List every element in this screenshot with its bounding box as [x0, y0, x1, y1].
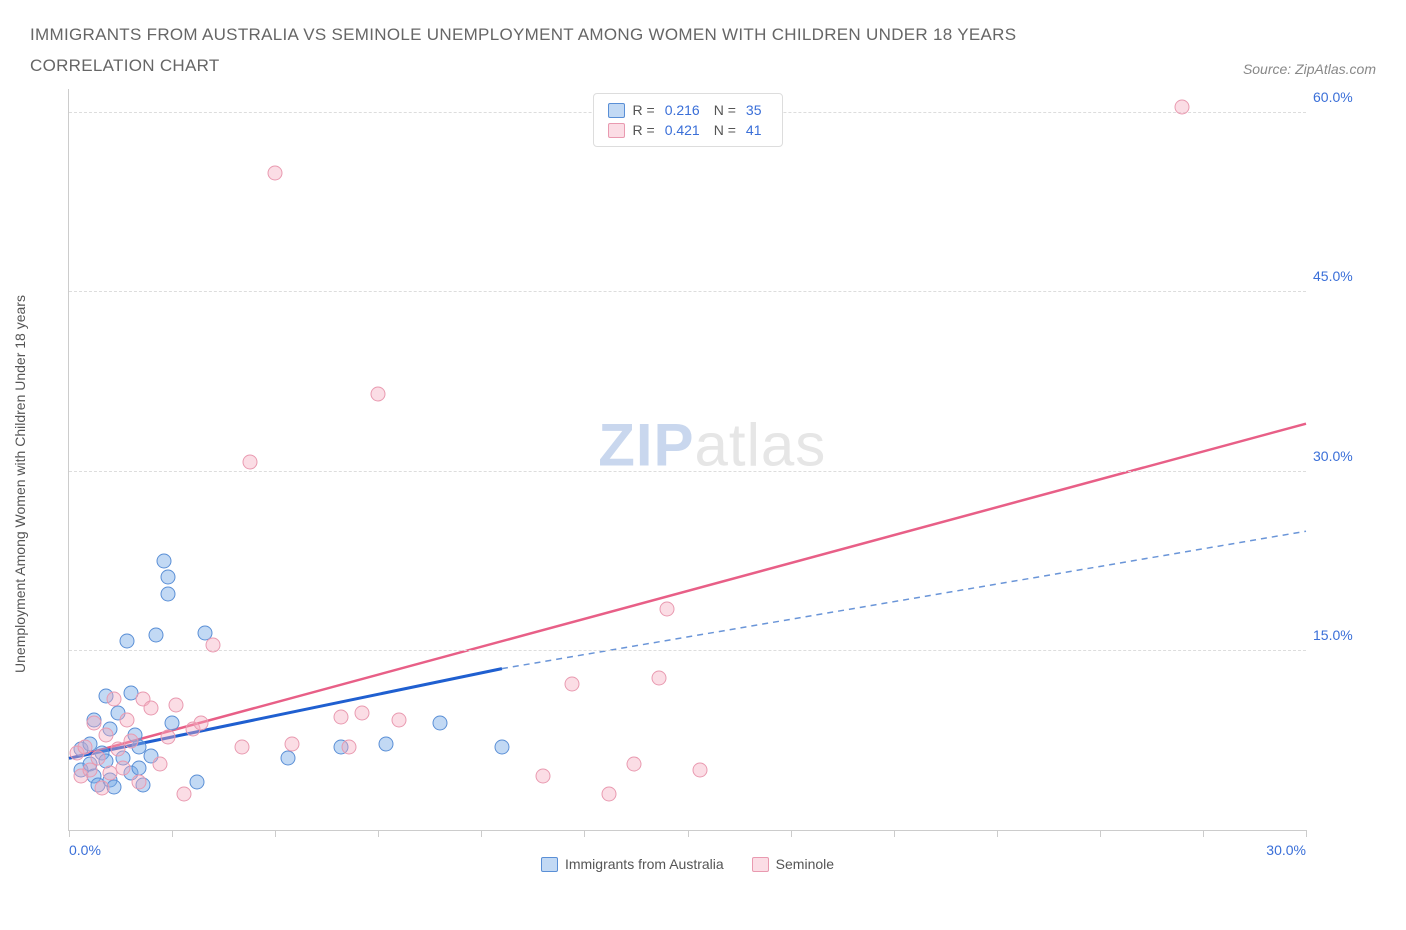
pink-point [90, 751, 105, 766]
chart-title: IMMIGRANTS FROM AUSTRALIA VS SEMINOLE UN… [30, 20, 1130, 81]
pink-point [160, 729, 175, 744]
n-label: N = [714, 102, 736, 118]
stats-row-pink: R = 0.421 N = 41 [608, 120, 768, 140]
pink-point [169, 697, 184, 712]
pink-point [371, 386, 386, 401]
legend-label: Seminole [776, 856, 834, 872]
x-tick [584, 830, 585, 837]
n-value: 41 [746, 122, 762, 138]
n-label: N = [714, 122, 736, 138]
pink-point [692, 763, 707, 778]
y-axis-label: Unemployment Among Women with Children U… [12, 295, 28, 673]
x-tick [275, 830, 276, 837]
pink-point [123, 733, 138, 748]
blue-point [156, 554, 171, 569]
pink-point [119, 713, 134, 728]
pink-swatch [608, 123, 625, 138]
x-tick [1100, 830, 1101, 837]
legend-item-pink: Seminole [752, 856, 834, 872]
r-label: R = [633, 102, 655, 118]
pink-point [94, 781, 109, 796]
blue-point [132, 761, 147, 776]
pink-point [391, 713, 406, 728]
series-legend: Immigrants from Australia Seminole [69, 856, 1306, 872]
pink-point [193, 715, 208, 730]
pink-point [243, 455, 258, 470]
pink-point [334, 709, 349, 724]
pink-point [206, 637, 221, 652]
legend-item-blue: Immigrants from Australia [541, 856, 724, 872]
pink-point [342, 739, 357, 754]
pink-point [107, 691, 122, 706]
pink-point [626, 757, 641, 772]
blue-point [494, 739, 509, 754]
pink-point [651, 671, 666, 686]
blue-point [189, 775, 204, 790]
gridline [69, 650, 1306, 651]
y-tick-label: 30.0% [1313, 448, 1368, 464]
x-tick-label: 30.0% [1266, 842, 1306, 858]
r-value: 0.421 [665, 122, 700, 138]
n-value: 35 [746, 102, 762, 118]
source-label: Source: ZipAtlas.com [1243, 61, 1376, 81]
blue-point [433, 715, 448, 730]
blue-swatch [541, 857, 558, 872]
pink-point [565, 677, 580, 692]
pink-swatch [752, 857, 769, 872]
x-tick [997, 830, 998, 837]
pink-point [354, 706, 369, 721]
gridline [69, 291, 1306, 292]
blue-point [119, 634, 134, 649]
x-tick [894, 830, 895, 837]
pink-point [144, 701, 159, 716]
r-value: 0.216 [665, 102, 700, 118]
chart-container: Unemployment Among Women with Children U… [30, 89, 1376, 879]
x-tick [481, 830, 482, 837]
x-tick [69, 830, 70, 837]
blue-point [280, 751, 295, 766]
pink-point [86, 715, 101, 730]
pink-trend-line [69, 424, 1306, 759]
pink-point [659, 602, 674, 617]
blue-point [165, 715, 180, 730]
pink-point [177, 787, 192, 802]
y-tick-label: 15.0% [1313, 627, 1368, 643]
x-tick [378, 830, 379, 837]
pink-point [536, 769, 551, 784]
blue-point [379, 737, 394, 752]
r-label: R = [633, 122, 655, 138]
pink-point [99, 727, 114, 742]
x-tick [172, 830, 173, 837]
blue-point [148, 628, 163, 643]
pink-point [602, 787, 617, 802]
gridline [69, 471, 1306, 472]
y-tick-label: 60.0% [1313, 89, 1368, 105]
x-tick [791, 830, 792, 837]
x-tick [688, 830, 689, 837]
blue-trend-extension [502, 531, 1306, 668]
pink-point [284, 737, 299, 752]
stats-row-blue: R = 0.216 N = 35 [608, 100, 768, 120]
stats-legend: R = 0.216 N = 35 R = 0.421 N = 41 [593, 93, 783, 147]
pink-point [1175, 100, 1190, 115]
x-tick-label: 0.0% [69, 842, 101, 858]
pink-point [115, 761, 130, 776]
x-tick [1306, 830, 1307, 837]
blue-point [160, 569, 175, 584]
watermark: ZIPatlas [598, 410, 826, 479]
pink-point [268, 165, 283, 180]
pink-point [78, 739, 93, 754]
pink-point [235, 739, 250, 754]
plot-area: ZIPatlas R =0.216N =35R =0.421N =41 Immi… [68, 89, 1306, 831]
blue-swatch [608, 103, 625, 118]
y-tick-label: 45.0% [1313, 268, 1368, 284]
legend-label: Immigrants from Australia [565, 856, 724, 872]
pink-point [152, 757, 167, 772]
x-tick [1203, 830, 1204, 837]
blue-point [160, 586, 175, 601]
pink-point [132, 775, 147, 790]
